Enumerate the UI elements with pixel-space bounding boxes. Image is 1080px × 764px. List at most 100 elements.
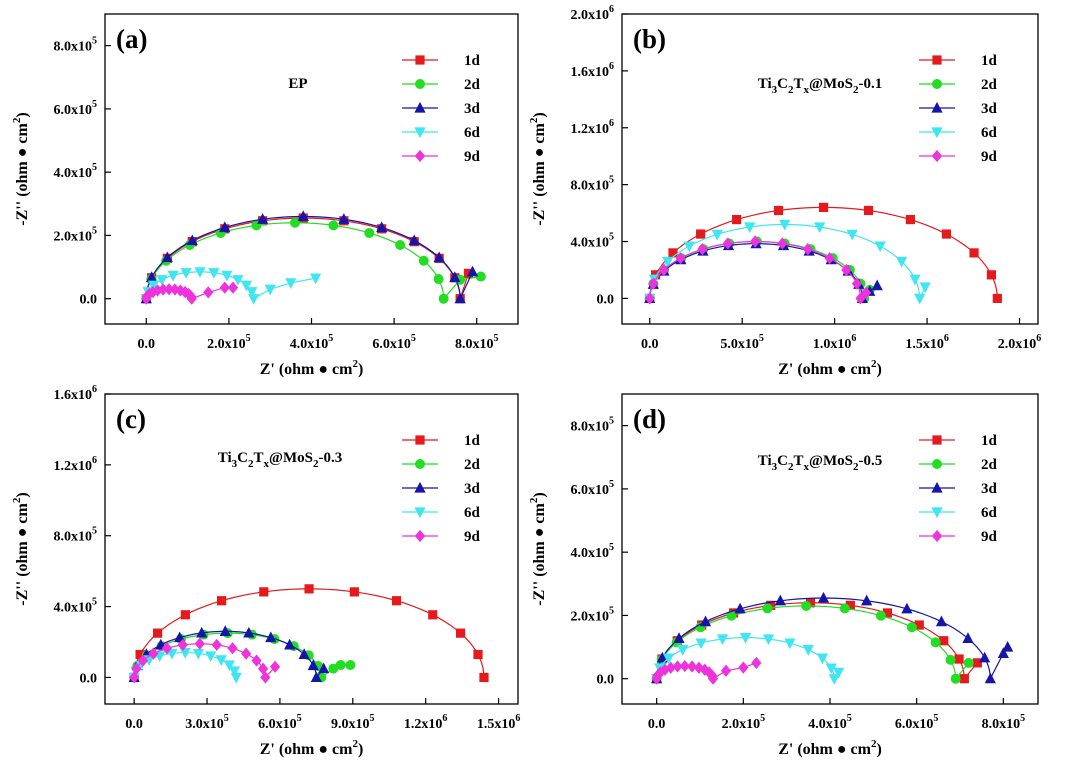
panel-b: 0.0 5.0x105 1.0x106 1.5x106 2.0x106 0.0 4.0x10… — [528, 4, 1041, 378]
data-point — [972, 658, 982, 668]
data-point — [147, 280, 160, 292]
data-point — [246, 287, 258, 298]
legend-entry: 1d — [464, 53, 481, 69]
series-6d — [644, 219, 931, 305]
data-point — [683, 241, 695, 253]
data-point — [954, 654, 964, 664]
x-axis-label: Z' (ohm ● cm2) — [778, 738, 882, 758]
sample-annotation: Ti3C2Tx@MoS2-0.1 — [758, 76, 882, 96]
data-point — [196, 626, 208, 638]
legend-marker — [931, 127, 943, 139]
data-point — [675, 252, 686, 265]
data-point — [777, 237, 788, 250]
series-3d — [128, 625, 330, 683]
data-point — [707, 672, 719, 685]
data-point — [673, 632, 685, 643]
data-point — [697, 243, 708, 256]
data-point — [716, 634, 729, 646]
data-point — [687, 660, 698, 673]
legend-marker — [415, 79, 425, 89]
legend-entry: 6d — [464, 125, 481, 141]
data-point — [227, 642, 238, 655]
data-point — [860, 286, 872, 299]
data-point — [895, 256, 908, 268]
data-point — [228, 666, 241, 678]
data-point — [285, 278, 297, 289]
y-tick-label: 4.0x105 — [54, 162, 98, 181]
panel-c: 0.0 3.0x105 6.0x105 9.0x105 1.2x106 1.5x106 0.… — [11, 384, 520, 758]
data-point — [304, 584, 314, 594]
series-line — [649, 223, 926, 299]
y-axis-label: -Z'' (ohm ● cm2) — [528, 112, 548, 225]
data-point — [679, 659, 690, 673]
data-point — [135, 649, 145, 660]
x-tick-label: 0.0 — [138, 337, 156, 352]
legend-entry: 9d — [981, 149, 998, 165]
series-1d — [129, 584, 489, 683]
x-axis-label: Z' (ohm ● cm2) — [778, 358, 882, 378]
data-point — [659, 663, 671, 676]
legend-entry: 3d — [981, 101, 998, 117]
data-point — [905, 214, 916, 225]
data-point — [984, 672, 996, 684]
y-tick-label: 1.2x106 — [54, 455, 98, 474]
legend-entry: 2d — [981, 77, 998, 93]
series-3d — [140, 210, 479, 304]
data-point — [433, 251, 445, 263]
data-point — [802, 243, 813, 256]
legend-entry: 3d — [464, 101, 481, 117]
x-axis-label: Z' (ohm ● cm2) — [260, 358, 364, 378]
data-point — [137, 654, 149, 667]
data-point — [941, 229, 952, 239]
panel-label: (d) — [633, 404, 666, 434]
data-point — [939, 636, 949, 646]
data-point — [655, 666, 666, 679]
panel-label: (c) — [116, 404, 146, 434]
legend-marker — [932, 435, 942, 445]
y-tick-label: 8.0x105 — [54, 36, 98, 55]
data-point — [732, 214, 742, 225]
x-tick-label: 3.0x105 — [185, 713, 229, 732]
x-axis-label: Z' (ohm ● cm2) — [260, 738, 364, 758]
data-point — [186, 234, 198, 246]
data-point — [479, 672, 489, 683]
data-point — [805, 598, 816, 608]
data-point — [217, 596, 227, 606]
y-tick-label: 0.0 — [597, 292, 615, 307]
x-tick-label: 1.5x106 — [477, 713, 521, 732]
data-point — [418, 255, 429, 266]
data-point — [335, 660, 346, 671]
data-point — [1002, 640, 1014, 652]
x-tick-label: 5.0x105 — [720, 333, 764, 352]
data-point — [454, 292, 466, 304]
data-point — [175, 284, 186, 297]
data-point — [129, 671, 140, 684]
series-3d — [651, 591, 1014, 684]
legend-entry: 6d — [981, 125, 998, 141]
data-point — [148, 647, 159, 660]
legend: 1d 2d 3d 6d 9d — [402, 433, 481, 545]
data-point — [338, 213, 350, 224]
data-point — [668, 248, 678, 258]
data-point — [750, 235, 761, 248]
data-point — [232, 275, 244, 286]
data-point — [230, 672, 242, 684]
data-point — [914, 293, 926, 305]
sample-annotation: Ti3C2Tx@MoS2-0.5 — [758, 453, 882, 473]
y-tick-label: 2.0x106 — [571, 4, 615, 23]
legend-marker — [415, 459, 425, 469]
data-point — [180, 610, 190, 620]
data-point — [734, 602, 746, 614]
data-point — [221, 270, 233, 282]
y-tick-label: 8.0x105 — [54, 526, 98, 545]
data-point — [179, 648, 191, 659]
data-point — [751, 656, 762, 669]
y-tick-label: 0.0 — [80, 671, 98, 686]
series-line — [656, 637, 840, 681]
data-point — [774, 594, 786, 606]
data-point — [208, 268, 220, 279]
data-point — [152, 628, 163, 638]
data-point — [146, 271, 158, 283]
data-point — [814, 222, 826, 234]
